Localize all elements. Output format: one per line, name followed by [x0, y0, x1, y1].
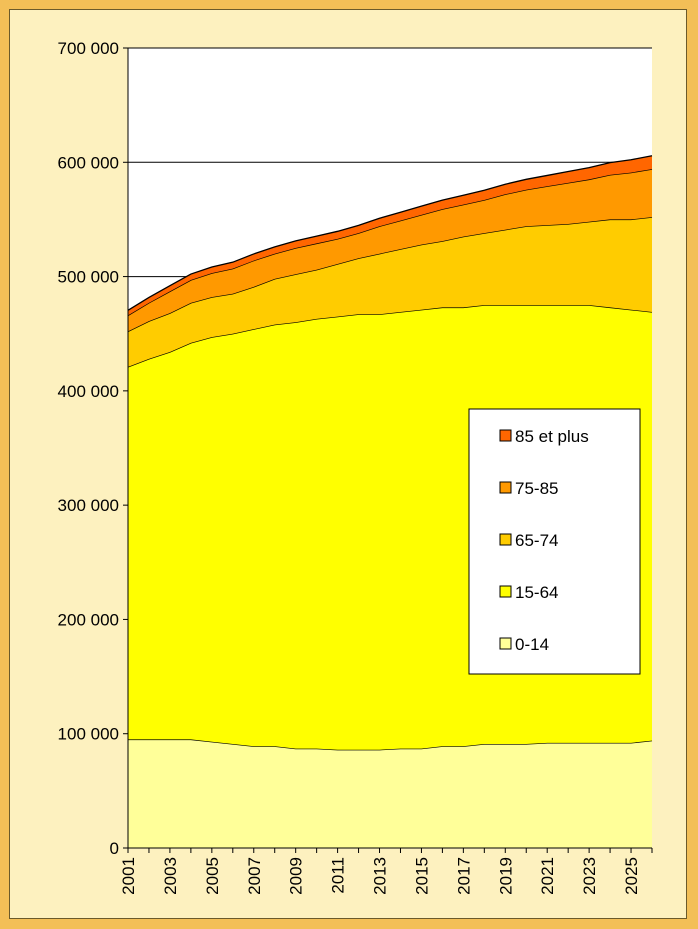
y-tick-label: 0: [110, 839, 119, 858]
y-tick-label: 700 000: [58, 39, 119, 58]
y-tick-label: 400 000: [58, 382, 119, 401]
area-85-et-plus: [128, 155, 652, 316]
x-tick-label: 2025: [622, 857, 641, 895]
y-tick-label: 300 000: [58, 496, 119, 515]
x-tick-labels: 2001 2003 2005 2007 2009 2011 2013 2015 2017 2019…: [119, 857, 641, 895]
x-tick-label: 2019: [496, 857, 515, 895]
legend-label: 85 et plus: [515, 427, 589, 446]
legend-swatch: [499, 637, 512, 650]
x-tick-label: 2017: [454, 857, 473, 895]
y-tick-label: 100 000: [58, 725, 119, 744]
area-65-74: [128, 217, 652, 367]
legend-swatch: [499, 533, 512, 546]
legend-swatch: [499, 481, 512, 494]
area-0-14: [128, 739, 652, 848]
x-tick-label: 2023: [580, 857, 599, 895]
y-tick-label: 500 000: [58, 268, 119, 287]
x-tick-label: 2015: [412, 857, 431, 895]
x-tick-label: 2021: [538, 857, 557, 895]
area-top-line: [127, 155, 653, 311]
x-tick-label: 2007: [245, 857, 264, 895]
y-tick-label: 600 000: [58, 153, 119, 172]
y-tick-labels: 0 100 000 200 000 300 000 400 000 500 000 600 …: [58, 39, 119, 858]
legend: 85 et plus 75-85 65-74 15-64 0-14: [468, 408, 641, 675]
x-tick-label: 2005: [203, 857, 222, 895]
area-75-85: [128, 169, 652, 332]
legend-swatch: [499, 585, 512, 598]
legend-label: 0-14: [515, 635, 549, 654]
x-tick-label: 2001: [119, 857, 138, 895]
x-tick-label: 2003: [161, 857, 180, 895]
legend-label: 75-85: [515, 479, 558, 498]
legend-label: 65-74: [515, 531, 558, 550]
legend-swatch: [499, 429, 512, 442]
legend-box: [468, 408, 641, 675]
area-top-line: [127, 304, 653, 368]
chart-frame: 0 100 000 200 000 300 000 400 000 500 000 600 …: [9, 9, 687, 919]
chart-svg: 0 100 000 200 000 300 000 400 000 500 000 600 …: [58, 39, 653, 895]
legend-label: 15-64: [515, 583, 558, 602]
x-tick-label: 2011: [329, 857, 348, 894]
axes: [123, 47, 653, 853]
y-tick-label: 200 000: [58, 610, 119, 629]
x-tick-label: 2009: [287, 857, 306, 895]
x-tick-label: 2013: [371, 857, 390, 895]
